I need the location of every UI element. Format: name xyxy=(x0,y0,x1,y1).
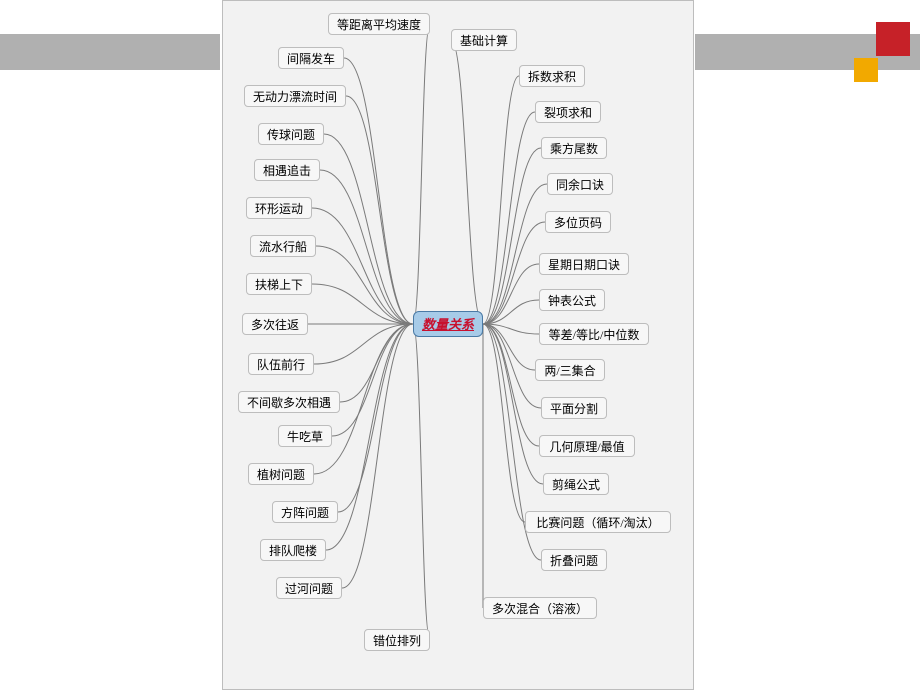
mindmap-edge xyxy=(451,40,483,324)
mindmap-edge xyxy=(483,222,545,324)
mindmap-node: 传球问题 xyxy=(258,123,324,145)
mindmap-edge xyxy=(483,112,535,324)
mindmap-node-label: 方阵问题 xyxy=(281,504,329,521)
mindmap-node-label: 裂项求和 xyxy=(544,104,592,121)
mindmap-node: 植树问题 xyxy=(248,463,314,485)
mindmap-node: 两/三集合 xyxy=(535,359,605,381)
mindmap-node-label: 折叠问题 xyxy=(550,552,598,569)
mindmap-node-label: 植树问题 xyxy=(257,466,305,483)
center-node: 数量关系 xyxy=(413,311,483,337)
mindmap-node-label: 环形运动 xyxy=(255,200,303,217)
mindmap-node-label: 相遇追击 xyxy=(263,162,311,179)
mindmap-frame: 数量关系 等距离平均速度间隔发车无动力漂流时间传球问题相遇追击环形运动流水行船扶梯… xyxy=(222,0,694,690)
mindmap-node: 拆数求积 xyxy=(519,65,585,87)
mindmap-node-label: 错位排列 xyxy=(373,632,421,649)
mindmap-node: 比赛问题（循环/淘汰） xyxy=(525,511,671,533)
mindmap-node: 同余口诀 xyxy=(547,173,613,195)
mindmap-node-label: 队伍前行 xyxy=(257,356,305,373)
mindmap-edge xyxy=(483,324,539,446)
mindmap-node: 折叠问题 xyxy=(541,549,607,571)
mindmap-node-label: 几何原理/最值 xyxy=(549,438,624,455)
mindmap-node-label: 多次混合（溶液） xyxy=(492,600,588,617)
mindmap-node: 钟表公式 xyxy=(539,289,605,311)
mindmap-node: 多次往返 xyxy=(242,313,308,335)
mindmap-node: 星期日期口诀 xyxy=(539,253,629,275)
mindmap-edge xyxy=(346,96,413,324)
mindmap-node: 相遇追击 xyxy=(254,159,320,181)
mindmap-edge xyxy=(413,24,430,324)
mindmap-node-label: 多次往返 xyxy=(251,316,299,333)
mindmap-node: 排队爬楼 xyxy=(260,539,326,561)
mindmap-node-label: 钟表公式 xyxy=(548,292,596,309)
mindmap-node-label: 流水行船 xyxy=(259,238,307,255)
mindmap-edge xyxy=(324,134,413,324)
mindmap-node: 等差/等比/中位数 xyxy=(539,323,649,345)
mindmap-node-label: 星期日期口诀 xyxy=(548,256,620,273)
mindmap-node-label: 等差/等比/中位数 xyxy=(549,326,640,343)
mindmap-node: 间隔发车 xyxy=(278,47,344,69)
mindmap-node-label: 多位页码 xyxy=(554,214,602,231)
mindmap-node: 多次混合（溶液） xyxy=(483,597,597,619)
mindmap-node: 乘方尾数 xyxy=(541,137,607,159)
header-bar-left xyxy=(0,34,220,70)
mindmap-node-label: 排队爬楼 xyxy=(269,542,317,559)
mindmap-node: 队伍前行 xyxy=(248,353,314,375)
mindmap-node-label: 同余口诀 xyxy=(556,176,604,193)
mindmap-node: 环形运动 xyxy=(246,197,312,219)
mindmap-node: 多位页码 xyxy=(545,211,611,233)
mindmap-edge xyxy=(326,324,413,550)
mindmap-node-label: 牛吃草 xyxy=(287,428,323,445)
mindmap-edge xyxy=(483,184,547,324)
mindmap-node: 几何原理/最值 xyxy=(539,435,635,457)
mindmap-node-label: 间隔发车 xyxy=(287,50,335,67)
mindmap-node: 平面分割 xyxy=(541,397,607,419)
mindmap-node: 裂项求和 xyxy=(535,101,601,123)
corner-square-orange xyxy=(854,58,878,82)
mindmap-edge xyxy=(316,246,413,324)
mindmap-edge xyxy=(338,324,413,512)
mindmap-edge xyxy=(413,324,430,640)
mindmap-node: 流水行船 xyxy=(250,235,316,257)
mindmap-edge xyxy=(342,324,413,588)
mindmap-node-label: 不间歇多次相遇 xyxy=(247,394,331,411)
mindmap-node: 牛吃草 xyxy=(278,425,332,447)
mindmap-node-label: 比赛问题（循环/淘汰） xyxy=(536,514,659,531)
mindmap-edge xyxy=(483,324,543,484)
mindmap-node-label: 等距离平均速度 xyxy=(337,16,421,33)
mindmap-node-label: 拆数求积 xyxy=(528,68,576,85)
mindmap-node: 过河问题 xyxy=(276,577,342,599)
mindmap-node-label: 扶梯上下 xyxy=(255,276,303,293)
mindmap-edge xyxy=(483,76,519,324)
mindmap-node-label: 基础计算 xyxy=(460,32,508,49)
mindmap-edge xyxy=(312,208,413,324)
mindmap-node: 剪绳公式 xyxy=(543,473,609,495)
corner-square-red xyxy=(876,22,910,56)
mindmap-node-label: 两/三集合 xyxy=(544,362,595,379)
mindmap-node-label: 传球问题 xyxy=(267,126,315,143)
mindmap-node-label: 过河问题 xyxy=(285,580,333,597)
mindmap-node: 等距离平均速度 xyxy=(328,13,430,35)
mindmap-node: 无动力漂流时间 xyxy=(244,85,346,107)
mindmap-node: 基础计算 xyxy=(451,29,517,51)
mindmap-node-label: 剪绳公式 xyxy=(552,476,600,493)
mindmap-node: 错位排列 xyxy=(364,629,430,651)
mindmap-node: 方阵问题 xyxy=(272,501,338,523)
mindmap-node-label: 平面分割 xyxy=(550,400,598,417)
mindmap-node: 扶梯上下 xyxy=(246,273,312,295)
mindmap-edge xyxy=(320,170,413,324)
mindmap-node-label: 无动力漂流时间 xyxy=(253,88,337,105)
mindmap-node-label: 乘方尾数 xyxy=(550,140,598,157)
mindmap-node: 不间歇多次相遇 xyxy=(238,391,340,413)
